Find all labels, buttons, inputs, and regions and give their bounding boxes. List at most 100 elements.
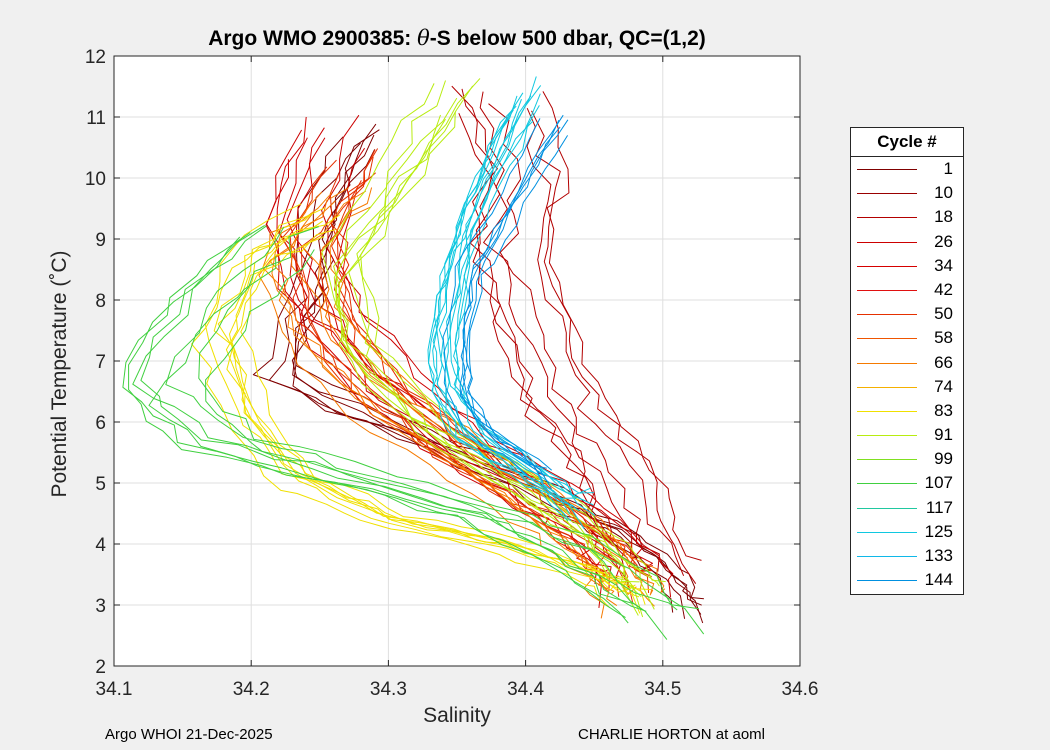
y-tick-label: 10 bbox=[85, 169, 106, 190]
legend-entry: 91 bbox=[851, 423, 963, 447]
x-tick-label: 34.6 bbox=[782, 679, 819, 700]
profile-line-group-8 bbox=[449, 76, 591, 497]
profile-line-group-4 bbox=[317, 206, 655, 607]
legend-label: 107 bbox=[924, 473, 953, 493]
legend-entry: 66 bbox=[851, 351, 963, 375]
legend-entry: 107 bbox=[851, 471, 963, 495]
legend-swatch bbox=[857, 580, 917, 582]
legend-label: 42 bbox=[934, 279, 953, 299]
legend-swatch bbox=[857, 338, 917, 340]
profile-line-group-3 bbox=[330, 148, 651, 572]
legend-label: 66 bbox=[934, 352, 953, 372]
profile-line-group-4 bbox=[258, 213, 605, 619]
legend-label: 99 bbox=[934, 449, 953, 469]
series-lines bbox=[122, 76, 705, 640]
legend-swatch bbox=[857, 556, 917, 557]
legend-entry: 34 bbox=[851, 254, 963, 278]
profile-line-group-8 bbox=[438, 99, 580, 512]
legend-label: 133 bbox=[924, 546, 953, 565]
x-tick-label: 34.5 bbox=[644, 679, 681, 700]
profile-line-group-7 bbox=[198, 226, 700, 610]
legend-entry: 83 bbox=[851, 399, 963, 423]
y-tick-label: 3 bbox=[95, 596, 106, 617]
profile-line-group-6 bbox=[336, 80, 640, 583]
y-tick-label: 6 bbox=[95, 413, 106, 434]
profile-line-group-7 bbox=[165, 226, 678, 611]
legend-swatch bbox=[857, 410, 917, 412]
profile-line-group-7 bbox=[205, 249, 705, 635]
profile-line-group-2 bbox=[321, 114, 653, 572]
legend-entry: 26 bbox=[851, 230, 963, 254]
profile-line-group-6 bbox=[321, 83, 625, 581]
profile-line-group-7 bbox=[132, 224, 647, 612]
profile-line-group-8 bbox=[432, 95, 574, 507]
profile-line-group-3 bbox=[289, 159, 605, 578]
profile-line-group-7 bbox=[128, 236, 629, 624]
profile-line-group-6 bbox=[356, 78, 666, 583]
profile-line-group-7 bbox=[140, 225, 643, 611]
legend-label: 34 bbox=[934, 255, 953, 275]
profile-line-group-3 bbox=[331, 172, 650, 594]
legend-swatch bbox=[857, 241, 917, 243]
y-tick-label: 8 bbox=[95, 291, 106, 312]
legend-swatch bbox=[857, 435, 917, 437]
profile-line-group-6 bbox=[348, 111, 655, 610]
legend: Cycle # 1 10 18 26 34 42 50 58 66 74 83 91 99 107 117 1… bbox=[850, 127, 964, 595]
legend-entry: 50 bbox=[851, 302, 963, 326]
legend-swatch bbox=[857, 459, 917, 461]
legend-swatch bbox=[857, 193, 917, 195]
profile-line-group-7 bbox=[122, 232, 626, 619]
legend-label: 74 bbox=[934, 376, 953, 396]
profile-line-group-1 bbox=[542, 91, 702, 561]
legend-label: 58 bbox=[934, 328, 953, 348]
legend-entry: 133 bbox=[851, 544, 963, 568]
x-axis-label: Salinity bbox=[423, 704, 491, 727]
legend-label: 18 bbox=[934, 207, 953, 227]
legend-swatch bbox=[857, 169, 917, 170]
legend-swatch bbox=[857, 217, 917, 219]
profile-line-group-8 bbox=[436, 92, 577, 499]
y-tick-label: 9 bbox=[95, 230, 106, 251]
x-tick-label: 34.1 bbox=[96, 679, 133, 700]
legend-label: 125 bbox=[924, 521, 953, 541]
legend-entry: 42 bbox=[851, 278, 963, 302]
legend-swatch bbox=[857, 507, 917, 509]
profile-line-group-8 bbox=[445, 95, 587, 502]
profile-line-group-4 bbox=[262, 191, 610, 593]
legend-swatch bbox=[857, 289, 917, 291]
legend-label: 144 bbox=[924, 570, 953, 590]
legend-entry: 74 bbox=[851, 375, 963, 399]
legend-label: 117 bbox=[925, 497, 953, 517]
legend-swatch bbox=[857, 265, 917, 267]
legend-label: 83 bbox=[934, 400, 953, 420]
profile-line-group-2 bbox=[337, 147, 674, 598]
y-tick-label: 2 bbox=[95, 657, 106, 678]
legend-entry: 1 bbox=[851, 157, 963, 181]
legend-entry: 18 bbox=[851, 205, 963, 229]
legend-entry: 125 bbox=[851, 520, 963, 544]
legend-label: 91 bbox=[934, 425, 953, 445]
legend-entry: 144 bbox=[851, 568, 963, 592]
legend-label: 26 bbox=[934, 231, 953, 251]
y-tick-label: 7 bbox=[95, 352, 106, 373]
footer-left: Argo WHOI 21-Dec-2025 bbox=[105, 726, 273, 743]
legend-swatch bbox=[857, 483, 917, 485]
profile-line-group-4 bbox=[329, 187, 666, 594]
profile-line-group-1 bbox=[526, 108, 685, 576]
legend-entry: 10 bbox=[851, 181, 963, 205]
legend-swatch bbox=[857, 362, 917, 364]
legend-entry: 117 bbox=[851, 496, 963, 520]
legend-entry: 58 bbox=[851, 326, 963, 350]
legend-swatch bbox=[857, 386, 917, 388]
profile-line-group-4 bbox=[291, 187, 637, 595]
profile-line-group-1 bbox=[479, 91, 643, 559]
profile-line-group-9 bbox=[462, 114, 564, 469]
profile-line-group-1 bbox=[488, 103, 660, 572]
profile-line-group-9 bbox=[465, 119, 569, 471]
legend-swatch bbox=[857, 314, 917, 316]
y-tick-label: 5 bbox=[95, 474, 106, 495]
legend-title: Cycle # bbox=[851, 128, 963, 157]
profile-line-group-5 bbox=[191, 231, 611, 609]
axis-ticks: 34.1 34.2 34.3 34.4 34.5 34.6 2 3 4 5 6 7 8 9 10 11 12 bbox=[85, 47, 819, 700]
footer-right: CHARLIE HORTON at aoml bbox=[578, 726, 765, 743]
